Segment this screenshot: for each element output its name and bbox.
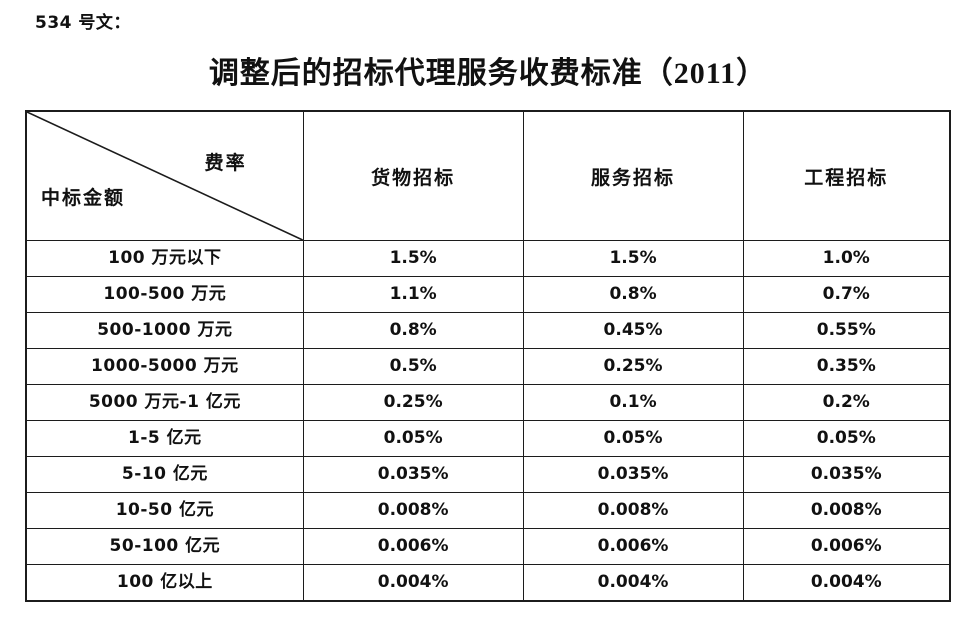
rate-cell-goods: 0.008% [302,492,524,529]
rate-cell-engineering: 0.7% [742,276,951,313]
rate-cell-engineering: 0.004% [742,564,951,602]
rate-cell-service: 0.008% [522,492,744,529]
table-row: 100-500 万元 1.1% 0.8% 0.7% [25,276,951,313]
column-header-engineering-bidding: 工程招标 [742,110,951,241]
rate-cell-goods: 0.006% [302,528,524,565]
column-header-service-bidding: 服务招标 [522,110,744,241]
amount-range-cell: 100 万元以下 [25,240,304,277]
rate-cell-goods: 0.25% [302,384,524,421]
amount-range-cell: 5000 万元-1 亿元 [25,384,304,421]
amount-range-cell: 10-50 亿元 [25,492,304,529]
rate-cell-goods: 1.1% [302,276,524,313]
table-row: 10-50 亿元 0.008% 0.008% 0.008% [25,492,951,529]
document-title: 调整后的招标代理服务收费标准（2011） [208,57,768,90]
corner-header-cell: 费率 中标金额 [25,110,304,241]
corner-label-rate: 费率 [204,153,247,174]
table-row: 1000-5000 万元 0.5% 0.25% 0.35% [25,348,951,385]
amount-range-cell: 500-1000 万元 [25,312,304,349]
rate-cell-service: 0.8% [522,276,744,313]
corner-label-amount: 中标金额 [41,188,126,209]
rate-cell-service: 0.25% [522,348,744,385]
amount-range-cell: 5-10 亿元 [25,456,304,493]
rate-cell-service: 0.45% [522,312,744,349]
rate-cell-goods: 0.8% [302,312,524,349]
table-row: 50-100 亿元 0.006% 0.006% 0.006% [25,528,951,565]
rate-cell-engineering: 0.006% [742,528,951,565]
rate-cell-goods: 0.004% [302,564,524,602]
column-header-goods-bidding: 货物招标 [302,110,524,241]
diagonal-divider-line [27,112,303,240]
rate-cell-service: 0.1% [522,384,744,421]
table-row: 500-1000 万元 0.8% 0.45% 0.55% [25,312,951,349]
amount-range-cell: 1000-5000 万元 [25,348,304,385]
table-body: 100 万元以下 1.5% 1.5% 1.0% 100-500 万元 1.1% … [25,240,951,602]
rate-cell-engineering: 0.35% [742,348,951,385]
rate-cell-goods: 0.035% [302,456,524,493]
table-row: 100 亿以上 0.004% 0.004% 0.004% [25,564,951,602]
document-ref-label: 534 号文： [35,13,131,33]
rate-cell-engineering: 1.0% [742,240,951,277]
amount-range-cell: 50-100 亿元 [25,528,304,565]
rate-cell-engineering: 0.55% [742,312,951,349]
rate-cell-goods: 0.5% [302,348,524,385]
table-row: 5-10 亿元 0.035% 0.035% 0.035% [25,456,951,493]
amount-range-cell: 100-500 万元 [25,276,304,313]
table-row: 100 万元以下 1.5% 1.5% 1.0% [25,240,951,277]
rate-cell-engineering: 0.008% [742,492,951,529]
rate-cell-engineering: 0.2% [742,384,951,421]
rate-cell-service: 1.5% [522,240,744,277]
rate-cell-engineering: 0.035% [742,456,951,493]
amount-range-cell: 1-5 亿元 [25,420,304,457]
rate-cell-service: 0.05% [522,420,744,457]
rate-cell-service: 0.004% [522,564,744,602]
amount-range-cell: 100 亿以上 [25,564,304,602]
rate-cell-goods: 0.05% [302,420,524,457]
rate-cell-goods: 1.5% [302,240,524,277]
table-row: 5000 万元-1 亿元 0.25% 0.1% 0.2% [25,384,951,421]
table-header-row: 费率 中标金额 货物招标 服务招标 工程招标 [25,110,951,241]
table-row: 1-5 亿元 0.05% 0.05% 0.05% [25,420,951,457]
rate-cell-service: 0.006% [522,528,744,565]
rate-cell-engineering: 0.05% [742,420,951,457]
fee-rate-table: 费率 中标金额 货物招标 服务招标 工程招标 100 万元以下 1.5% 1.5… [25,110,951,602]
rate-cell-service: 0.035% [522,456,744,493]
